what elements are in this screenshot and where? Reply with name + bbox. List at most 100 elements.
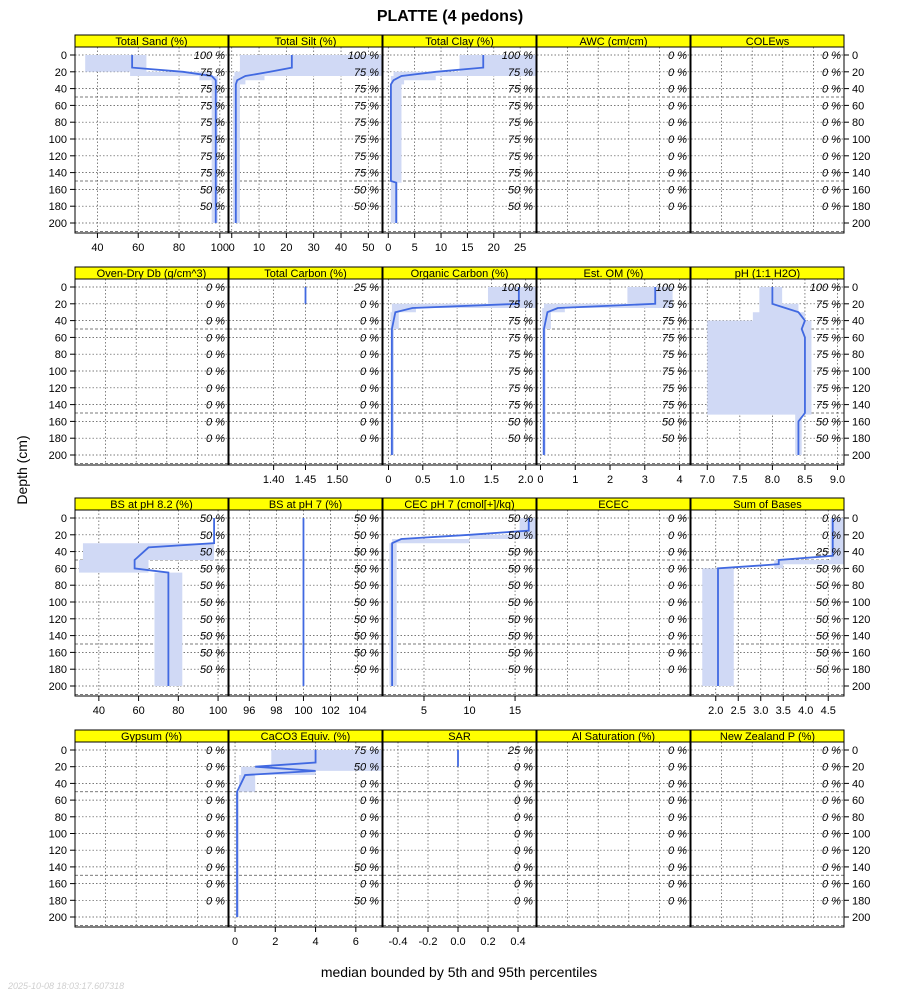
depth-axis-left-3: 0 20 40 60 80 100 120 140 160 180 200 [49, 745, 75, 924]
y-tick-label: 120 [852, 151, 870, 163]
panel-frame [74, 741, 229, 928]
x-tick-label: 0 [232, 936, 238, 948]
contributing-fraction-label: 0 % [206, 862, 225, 874]
panel-3-0: Gypsum (%) 0 % 0 % 0 % 0 % 0 % 0 % 0 % 0 % 0 % 0 % [74, 729, 229, 928]
panel-strip-label: Total Clay (%) [425, 36, 493, 48]
percentile-band [707, 287, 812, 455]
x-axis-title: median bounded by 5th and 95th percentil… [321, 964, 597, 980]
contributing-fraction-label: 100 % [810, 282, 841, 294]
contributing-fraction-label: 0 % [206, 416, 225, 428]
timestamp-label: 2025-10-08 18:03:17.607318 [7, 981, 124, 991]
contributing-fraction-label: 50 % [354, 614, 379, 626]
contributing-fraction-label: 0 % [822, 50, 841, 62]
x-tick-label: 80 [172, 705, 184, 717]
contributing-fraction-label: 0 % [206, 845, 225, 857]
contributing-fraction-label: 0 % [206, 383, 225, 395]
x-tick-label: 0 [229, 242, 235, 254]
contributing-fraction-label: 0 % [668, 513, 687, 525]
y-tick-label: 160 [852, 184, 870, 196]
contributing-fraction-label: 50 % [354, 631, 379, 643]
depth-axis-right-3: 0 20 40 60 80 100 120 140 160 180 200 [844, 745, 870, 924]
percentile-band [78, 543, 215, 686]
contributing-fraction-label: 0 % [668, 50, 687, 62]
contributing-fraction-label: 0 % [514, 845, 533, 857]
y-tick-label: 160 [49, 879, 67, 891]
x-tick-label: 40 [335, 242, 347, 254]
percentile-band [702, 518, 844, 686]
median-line [391, 287, 520, 455]
contributing-fraction-label: 50 % [816, 433, 841, 445]
x-tick-label: 3.5 [776, 705, 791, 717]
contributing-fraction-label: 25 % [353, 282, 379, 294]
contributing-fraction-label: 100 % [348, 50, 379, 62]
x-tick-label: 0.5 [415, 474, 430, 486]
panel-3-4: New Zealand P (%) 0 % 0 % 0 % 0 % 0 % 0 % 0 % 0 … [690, 729, 845, 928]
x-tick-label: 10 [463, 705, 475, 717]
x-tick-label: 6 [353, 936, 359, 948]
contributing-fraction-label: 0 % [668, 829, 687, 841]
y-tick-label: 180 [852, 664, 870, 676]
contributing-fraction-label: 50 % [354, 547, 379, 559]
panel-frame [74, 46, 229, 234]
contributing-fraction-label: 75 % [200, 100, 225, 112]
contributing-fraction-label: 50 % [200, 547, 225, 559]
contributing-fraction-label: 0 % [360, 383, 379, 395]
y-tick-label: 180 [49, 895, 67, 907]
y-tick-label: 100 [852, 134, 870, 146]
contributing-fraction-label: 50 % [508, 631, 533, 643]
x-tick-label: 2.5 [731, 705, 746, 717]
contributing-fraction-label: 0 % [206, 400, 225, 412]
contributing-fraction-label: 0 % [206, 829, 225, 841]
contributing-fraction-label: 75 % [508, 100, 533, 112]
contributing-fraction-label: 50 % [200, 580, 225, 592]
contributing-fraction-label: 0 % [514, 778, 533, 790]
depth-axis-left-0: 0 20 40 60 80 100 120 140 160 180 200 [49, 50, 75, 230]
contributing-fraction-label: 50 % [508, 647, 533, 659]
y-tick-label: 0 [61, 282, 67, 294]
x-tick-label: 15 [509, 705, 521, 717]
y-tick-label: 100 [49, 134, 67, 146]
contributing-fraction-label: 75 % [662, 299, 687, 311]
contributing-fraction-label: 50 % [200, 631, 225, 643]
y-tick-label: 120 [49, 151, 67, 163]
y-tick-label: 0 [852, 745, 858, 757]
contributing-fraction-label: 0 % [360, 349, 379, 361]
contributing-fraction-label: 0 % [360, 829, 379, 841]
x-tick-label: 1.5 [484, 474, 499, 486]
panel-1-4: pH (1:1 H2O) 100 % 75 % 75 % 75 % 75 % 75 % 75 … [690, 266, 845, 486]
percentile-band [236, 750, 382, 917]
contributing-fraction-label: 50 % [816, 647, 841, 659]
panel-strip-label: AWC (cm/cm) [579, 36, 647, 48]
y-tick-label: 0 [61, 745, 67, 757]
y-tick-label: 140 [852, 631, 870, 643]
contributing-fraction-label: 75 % [662, 383, 687, 395]
panel-frame [690, 741, 845, 928]
y-tick-label: 20 [55, 530, 67, 542]
y-tick-label: 60 [55, 332, 67, 344]
contributing-fraction-label: 75 % [508, 332, 533, 344]
contributing-fraction-label: 75 % [354, 151, 379, 163]
contributing-fraction-label: 25 % [507, 745, 533, 757]
panel-strip-label: Oven-Dry Db (g/cm^3) [97, 268, 207, 280]
x-tick-label: 98 [270, 705, 282, 717]
contributing-fraction-label: 0 % [206, 282, 225, 294]
contributing-fraction-label: 0 % [514, 879, 533, 891]
contributing-fraction-label: 0 % [668, 201, 687, 213]
x-tick-label: 0.4 [510, 936, 525, 948]
contributing-fraction-label: 0 % [822, 879, 841, 891]
y-tick-label: 40 [55, 778, 67, 790]
panel-2-4: Sum of Bases 0 % 0 % 25 % 50 % 50 % 50 % 50 % 50… [690, 497, 845, 717]
depth-axis-right-0: 0 20 40 60 80 100 120 140 160 180 200 [844, 50, 870, 230]
x-tick-label: 3.0 [753, 705, 768, 717]
y-tick-label: 140 [49, 168, 67, 180]
contributing-fraction-label: 0 % [206, 332, 225, 344]
x-tick-label: 0.2 [480, 936, 495, 948]
panel-3-2: SAR 25 % 0 % 0 % 0 % 0 % 0 % 0 % 0 % 0 % 0 % -0.4 -0… [382, 729, 537, 948]
contributing-fraction-label: 0 % [360, 316, 379, 328]
x-tick-label: 100 [211, 242, 229, 254]
panel-strip-label: Total Silt (%) [275, 36, 337, 48]
contributing-fraction-label: 50 % [508, 547, 533, 559]
y-tick-label: 60 [852, 563, 864, 575]
contributing-fraction-label: 0 % [206, 745, 225, 757]
y-tick-label: 160 [852, 416, 870, 428]
